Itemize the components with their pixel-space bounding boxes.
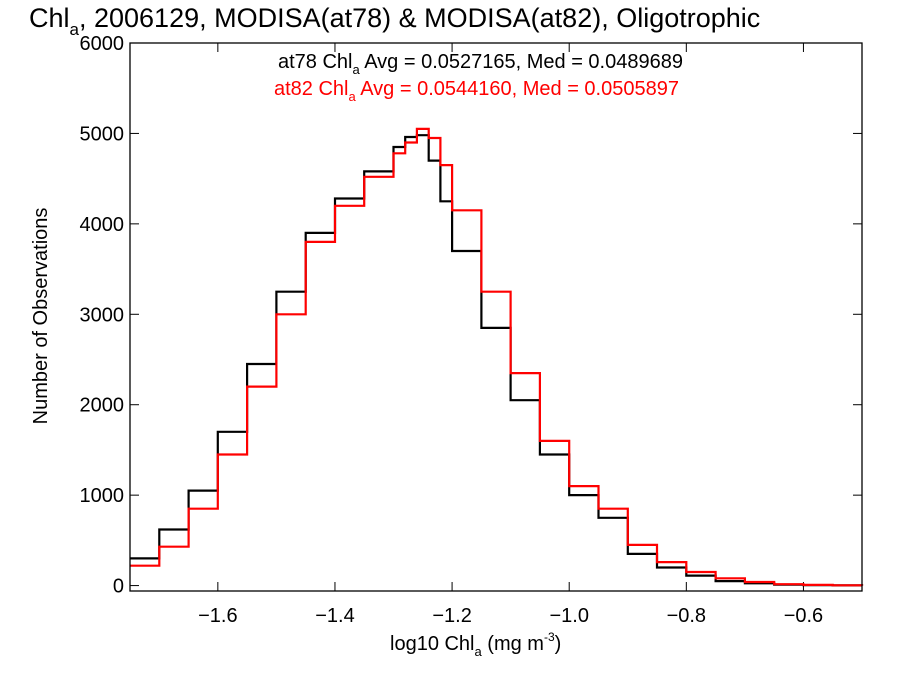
axis-ticks: −1.6 −1.4 −1.2 −1.0 −0.8 −0.6 0 1000 2000 3000 400… — [80, 33, 862, 627]
x-axis-label-end: ) — [555, 633, 562, 655]
title-subscript: a — [70, 20, 80, 39]
annotation-at82-rest: Avg = 0.0544160, Med = 0.0505897 — [356, 78, 679, 100]
x-tick-label: −0.8 — [667, 605, 706, 627]
chart-title: Chla, 2006129, MODISA(at78) & MODISA(at8… — [29, 3, 760, 39]
annotation-at78-prefix: at78 Chl — [278, 51, 353, 73]
y-axis-label: Number of Observations — [30, 208, 52, 425]
series-line-1 — [130, 127, 864, 587]
plot-frame — [129, 42, 863, 592]
y-tick-label: 1000 — [80, 485, 125, 507]
series-lines — [130, 127, 864, 587]
x-tick-label: −1.4 — [315, 605, 354, 627]
x-axis-label-superscript: -3 — [544, 630, 555, 644]
y-tick-label: 6000 — [80, 33, 125, 55]
x-axis-label-prefix: log10 Chl — [390, 633, 475, 655]
y-tick-label: 4000 — [80, 214, 125, 236]
annotation-at82: at82 Chla Avg = 0.0544160, Med = 0.05058… — [274, 78, 679, 104]
annotation-at82-prefix: at82 Chl — [274, 78, 349, 100]
x-axis-label-mid: (mg m — [482, 633, 544, 655]
x-tick-label: −1.2 — [432, 605, 471, 627]
annotation-at78-subscript: a — [353, 62, 361, 77]
x-tick-label: −0.6 — [784, 605, 823, 627]
annotation-at82-subscript: a — [349, 89, 357, 104]
x-axis-label-subscript: a — [475, 644, 483, 659]
y-tick-label: 0 — [113, 576, 124, 598]
y-tick-label: 5000 — [80, 123, 125, 145]
x-tick-label: −1.0 — [549, 605, 588, 627]
annotation-at78: at78 Chla Avg = 0.0527165, Med = 0.04896… — [278, 51, 683, 77]
annotation-at78-rest: Avg = 0.0527165, Med = 0.0489689 — [360, 51, 683, 73]
y-tick-label: 3000 — [80, 304, 125, 326]
x-tick-label: −1.6 — [198, 605, 237, 627]
title-rest: , 2006129, MODISA(at78) & MODISA(at82), … — [79, 3, 760, 33]
title-prefix: Chl — [29, 3, 70, 33]
y-tick-label: 2000 — [80, 395, 125, 417]
x-axis-label: log10 Chla (mg m-3) — [390, 630, 561, 659]
